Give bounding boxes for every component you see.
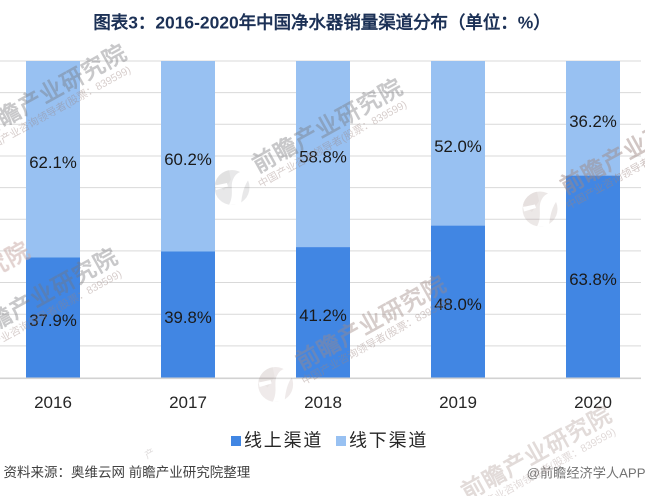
svg-text:2016: 2016 [34, 393, 72, 412]
svg-text:2018: 2018 [304, 393, 342, 412]
svg-text:63.8%: 63.8% [569, 270, 617, 289]
svg-text:60.2%: 60.2% [164, 150, 212, 169]
svg-text:36.2%: 36.2% [569, 112, 617, 131]
svg-text:线下渠道: 线下渠道 [349, 431, 428, 451]
svg-text:2019: 2019 [439, 393, 477, 412]
svg-text:产: 产 [142, 445, 157, 461]
svg-text:2017: 2017 [169, 393, 207, 412]
svg-text:41.2%: 41.2% [299, 306, 347, 325]
svg-text:52.0%: 52.0% [434, 137, 482, 156]
svg-text:62.1%: 62.1% [29, 153, 77, 172]
svg-text:资料来源：奥维云网 前瞻产业研究院整理: 资料来源：奥维云网 前瞻产业研究院整理 [4, 464, 251, 480]
svg-text:线上渠道: 线上渠道 [244, 431, 323, 451]
svg-text:39.8%: 39.8% [164, 308, 212, 327]
svg-text:图表3：2016-2020年中国净水器销量渠道分布（单位：%: 图表3：2016-2020年中国净水器销量渠道分布（单位：%） [93, 13, 550, 33]
